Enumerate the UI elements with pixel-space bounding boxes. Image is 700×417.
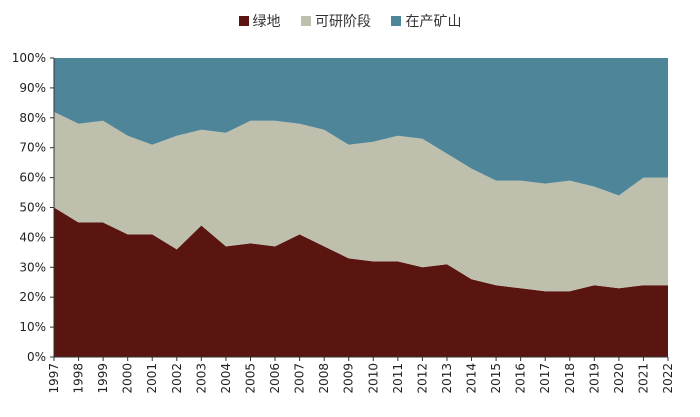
legend-item-green-land: 绿地: [238, 11, 281, 31]
y-tick-label: 20%: [19, 290, 46, 304]
x-tick-label: 2022: [661, 363, 675, 394]
x-tick-label: 2009: [342, 363, 356, 394]
legend-label-producing-mines: 在产矿山: [405, 14, 462, 30]
area-series-2: [54, 58, 668, 196]
y-tick-label: 90%: [19, 81, 46, 95]
x-tick-label: 2005: [243, 363, 257, 394]
x-tick-label: 2013: [440, 363, 454, 394]
x-tick-label: 2018: [563, 363, 577, 394]
x-tick-label: 1998: [72, 363, 86, 394]
x-tick-label: 2014: [465, 363, 479, 394]
x-tick-label: 2016: [514, 363, 528, 394]
legend-swatch-green-land: [238, 16, 249, 26]
area-series-0: [54, 207, 668, 357]
x-tick-label: 2008: [317, 363, 331, 394]
y-tick-label: 30%: [19, 260, 46, 274]
x-tick-label: 2006: [268, 363, 282, 394]
x-tick-label: 2010: [366, 363, 380, 394]
x-tick-label: 2011: [391, 363, 405, 394]
legend-item-feasibility: 可研阶段: [301, 11, 371, 31]
x-tick-label: 2007: [293, 363, 307, 394]
x-tick-label: 1997: [47, 363, 61, 394]
y-tick-label: 80%: [19, 111, 46, 125]
y-tick-label: 50%: [19, 201, 46, 215]
y-tick-label: 60%: [19, 171, 46, 185]
x-tick-label: 1999: [96, 363, 110, 394]
x-tick-label: 2017: [538, 363, 552, 394]
y-tick-label: 10%: [19, 320, 46, 334]
area-series-1: [54, 111, 668, 292]
x-tick-label: 2001: [145, 363, 159, 394]
legend-label-green-land: 绿地: [252, 14, 281, 30]
x-tick-label: 2019: [587, 363, 601, 394]
x-tick-label: 2021: [636, 363, 650, 394]
x-tick-label: 2020: [612, 363, 626, 394]
y-tick-label: 70%: [19, 141, 46, 155]
x-tick-label: 2003: [194, 363, 208, 394]
x-tick-label: 2000: [121, 363, 135, 394]
x-tick-label: 2012: [415, 363, 429, 394]
x-tick-label: 2004: [219, 363, 233, 394]
legend-item-producing-mines: 在产矿山: [391, 11, 461, 31]
chart-legend: 绿地 可研阶段 在产矿山: [0, 11, 700, 31]
legend-swatch-producing-mines: [391, 16, 402, 26]
legend-swatch-feasibility: [301, 16, 311, 26]
y-tick-label: 40%: [19, 230, 46, 244]
y-tick-label: 100%: [12, 51, 46, 65]
y-tick-label: 0%: [27, 350, 46, 364]
x-tick-label: 2002: [170, 363, 184, 394]
legend-label-feasibility: 可研阶段: [315, 14, 371, 30]
x-tick-label: 2015: [489, 363, 503, 394]
